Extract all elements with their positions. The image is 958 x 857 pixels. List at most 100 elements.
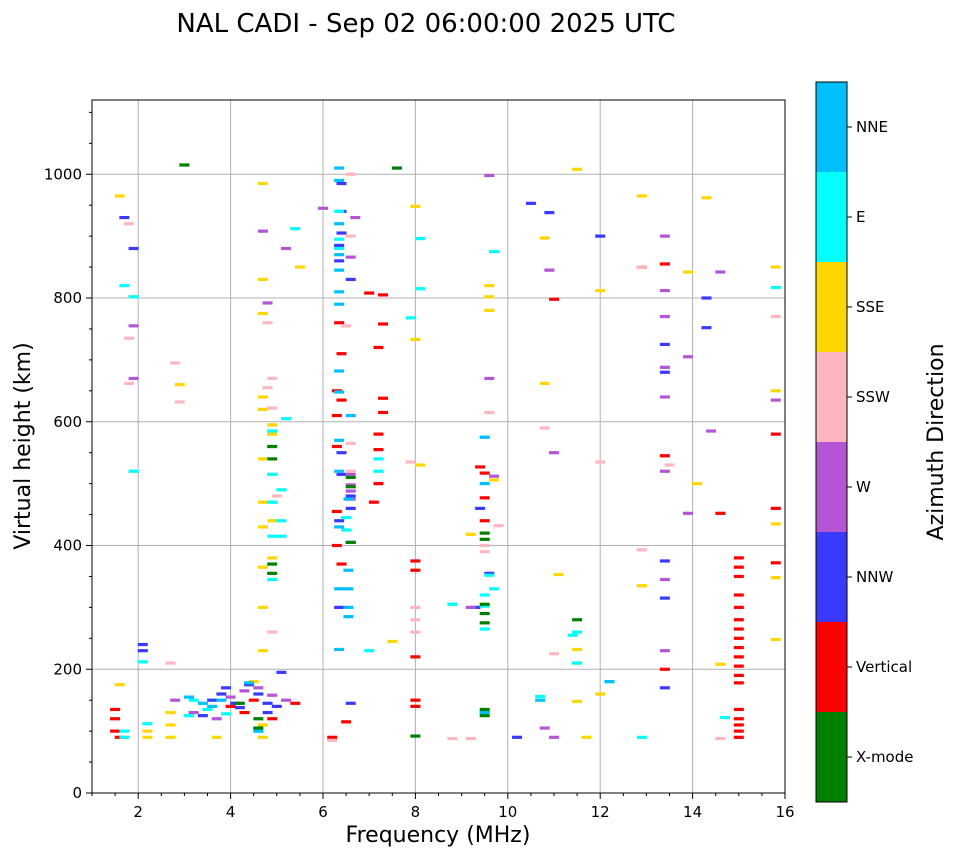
data-point (479, 531, 490, 535)
colorbar-segment (816, 532, 847, 622)
data-point (253, 729, 264, 733)
data-point (253, 686, 264, 690)
data-point (659, 342, 670, 347)
data-point (128, 246, 139, 251)
data-point (207, 704, 218, 708)
data-point (257, 181, 268, 186)
data-point (334, 166, 345, 170)
colorbar-segment (816, 712, 847, 802)
data-point (262, 386, 273, 390)
data-point (257, 277, 268, 282)
data-point (572, 167, 583, 171)
data-point (488, 474, 499, 478)
data-point (334, 390, 345, 394)
data-point (294, 265, 305, 269)
data-point (334, 290, 345, 294)
data-point (572, 661, 583, 665)
data-point (336, 398, 347, 402)
data-point (334, 302, 345, 306)
data-point (719, 715, 730, 720)
data-point (350, 215, 361, 220)
data-point (341, 324, 352, 328)
data-point (479, 471, 490, 475)
data-point (479, 714, 490, 718)
data-point (220, 686, 231, 690)
series-ssw (123, 172, 781, 743)
x-tick-label: 14 (683, 803, 702, 821)
data-point (525, 201, 536, 205)
data-point (733, 723, 744, 727)
data-point (544, 211, 555, 215)
data-point (165, 710, 176, 715)
data-point (267, 423, 278, 427)
data-point (770, 285, 781, 290)
data-point (539, 381, 550, 385)
series-vertical (110, 262, 781, 739)
data-point (364, 649, 375, 653)
colorbar-segment (816, 622, 847, 712)
data-point (267, 472, 278, 476)
data-point (336, 451, 347, 455)
data-point (267, 577, 278, 582)
data-point (343, 587, 354, 591)
colorbar: X-mode Vertical NNW W SSW SSE E NNE (815, 81, 913, 803)
data-point (345, 494, 356, 498)
colorbar-segment (816, 262, 847, 352)
data-point (770, 522, 781, 526)
data-point (257, 457, 268, 461)
data-point (595, 234, 606, 238)
series-sse (114, 163, 781, 739)
grid (92, 100, 786, 793)
data-point (343, 497, 354, 501)
data-point (110, 729, 121, 733)
data-point (410, 630, 421, 634)
data-point (479, 550, 490, 554)
data-point (368, 500, 379, 504)
y-tick-label: 400 (53, 537, 82, 555)
data-point (334, 369, 345, 373)
data-point (137, 642, 148, 647)
data-point (174, 383, 185, 387)
data-point (345, 413, 356, 418)
colorbar-label: Azimuth Direction (924, 343, 949, 540)
data-point (659, 454, 670, 458)
data-point (659, 667, 670, 671)
data-point (128, 376, 139, 381)
data-point (549, 451, 559, 455)
data-point (488, 478, 499, 482)
data-point (248, 698, 259, 702)
data-point (567, 633, 578, 637)
data-point (447, 602, 458, 606)
data-point (334, 268, 345, 272)
data-point (276, 534, 287, 538)
data-point (267, 630, 278, 634)
data-point (410, 605, 421, 609)
data-point (257, 723, 268, 727)
data-point (479, 710, 490, 715)
data-point (636, 194, 647, 198)
data-point (659, 559, 670, 563)
data-point (253, 726, 264, 730)
data-point (659, 365, 670, 369)
data-point (733, 735, 744, 739)
data-point (479, 482, 490, 486)
data-point (343, 615, 354, 619)
data-point (535, 694, 546, 699)
data-point (410, 618, 421, 622)
data-point (257, 500, 268, 504)
data-point (341, 516, 352, 520)
data-point (110, 707, 121, 712)
data-point (682, 270, 693, 274)
data-point (345, 469, 356, 473)
data-point (512, 735, 523, 739)
data-point (465, 605, 476, 609)
data-point (119, 284, 130, 288)
data-point (331, 444, 342, 449)
data-point (267, 717, 278, 721)
data-point (170, 361, 181, 365)
data-point (331, 413, 342, 418)
data-point (334, 587, 345, 591)
data-point (281, 417, 292, 421)
data-point (770, 637, 781, 642)
data-point (128, 295, 139, 299)
